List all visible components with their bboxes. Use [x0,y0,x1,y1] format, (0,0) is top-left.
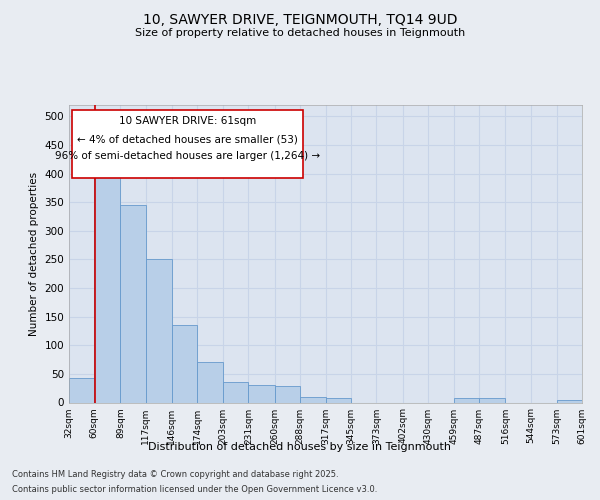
Bar [479,398,505,402]
Bar [146,260,172,402]
Bar [197,362,223,403]
Bar [172,326,197,402]
Bar [300,397,326,402]
Text: 10, SAWYER DRIVE, TEIGNMOUTH, TQ14 9UD: 10, SAWYER DRIVE, TEIGNMOUTH, TQ14 9UD [143,12,457,26]
Text: ← 4% of detached houses are smaller (53): ← 4% of detached houses are smaller (53) [77,134,298,144]
Bar [454,398,479,402]
Bar [326,398,351,402]
Bar [121,205,146,402]
Text: 10 SAWYER DRIVE: 61sqm: 10 SAWYER DRIVE: 61sqm [119,116,256,126]
Bar [94,168,121,402]
Text: Size of property relative to detached houses in Teignmouth: Size of property relative to detached ho… [135,28,465,38]
Text: Contains public sector information licensed under the Open Government Licence v3: Contains public sector information licen… [12,485,377,494]
Text: Contains HM Land Registry data © Crown copyright and database right 2025.: Contains HM Land Registry data © Crown c… [12,470,338,479]
Text: Distribution of detached houses by size in Teignmouth: Distribution of detached houses by size … [149,442,452,452]
Bar [557,400,582,402]
Bar [248,386,275,402]
Bar [223,382,248,402]
Text: 96% of semi-detached houses are larger (1,264) →: 96% of semi-detached houses are larger (… [55,151,320,161]
Bar [69,378,94,402]
Bar [275,386,300,402]
Y-axis label: Number of detached properties: Number of detached properties [29,172,39,336]
